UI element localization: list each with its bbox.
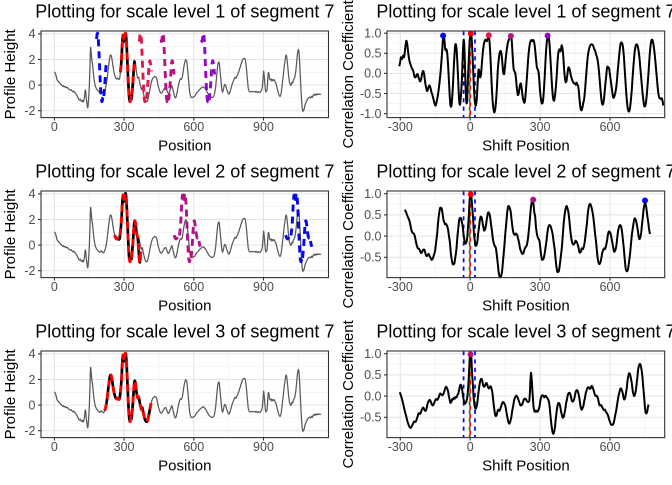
svg-text:Profile Height: Profile Height [2, 28, 19, 119]
svg-text:0.5: 0.5 [364, 47, 381, 61]
svg-text:0.0: 0.0 [364, 67, 381, 81]
svg-text:Position: Position [158, 458, 211, 475]
svg-text:-300: -300 [388, 280, 413, 294]
svg-text:Plotting for scale level 3 of: Plotting for scale level 3 of segment 7 [35, 322, 334, 342]
svg-text:Plotting for scale level 1 of: Plotting for scale level 1 of segment 7 [35, 2, 334, 22]
svg-text:Profile Height: Profile Height [2, 348, 19, 439]
svg-text:Profile Height: Profile Height [2, 188, 19, 279]
svg-text:600: 600 [600, 280, 621, 294]
svg-text:Shift Position: Shift Position [482, 138, 570, 155]
svg-text:Correlation Coefficient: Correlation Coefficient [340, 159, 357, 308]
svg-text:600: 600 [183, 120, 204, 134]
svg-text:0: 0 [29, 398, 36, 412]
svg-text:-300: -300 [388, 120, 413, 134]
svg-text:300: 300 [114, 280, 135, 294]
svg-text:1.0: 1.0 [364, 187, 381, 201]
svg-text:0: 0 [51, 120, 58, 134]
svg-text:0.5: 0.5 [364, 368, 381, 382]
svg-text:-300: -300 [388, 440, 413, 454]
svg-text:2: 2 [29, 53, 36, 67]
svg-text:Shift Position: Shift Position [482, 298, 570, 315]
svg-text:300: 300 [530, 440, 551, 454]
svg-text:900: 900 [253, 280, 274, 294]
svg-text:0: 0 [467, 120, 474, 134]
svg-text:0.5: 0.5 [364, 208, 381, 222]
svg-text:-2: -2 [24, 424, 35, 438]
svg-text:2: 2 [29, 213, 36, 227]
svg-text:900: 900 [253, 440, 274, 454]
svg-text:4: 4 [29, 347, 36, 361]
svg-text:-0.5: -0.5 [360, 87, 382, 101]
svg-text:600: 600 [600, 120, 621, 134]
svg-text:0: 0 [29, 78, 36, 92]
svg-text:0: 0 [29, 238, 36, 252]
svg-text:1.0: 1.0 [364, 27, 381, 41]
svg-text:0.0: 0.0 [364, 389, 381, 403]
svg-text:0.0: 0.0 [364, 229, 381, 243]
svg-text:Correlation Coefficient: Correlation Coefficient [340, 0, 357, 148]
svg-text:-2: -2 [24, 104, 35, 118]
svg-text:1.0: 1.0 [364, 347, 381, 361]
svg-text:300: 300 [114, 120, 135, 134]
svg-text:-1.0: -1.0 [360, 107, 382, 121]
svg-text:300: 300 [530, 120, 551, 134]
svg-text:-0.5: -0.5 [360, 411, 382, 425]
svg-text:Shift Position: Shift Position [482, 458, 570, 475]
svg-text:-2: -2 [24, 264, 35, 278]
svg-text:600: 600 [183, 280, 204, 294]
svg-text:300: 300 [114, 440, 135, 454]
svg-text:0: 0 [467, 440, 474, 454]
svg-text:600: 600 [183, 440, 204, 454]
svg-text:4: 4 [29, 27, 36, 41]
svg-text:Position: Position [158, 138, 211, 155]
svg-text:Plotting for scale level 2 of: Plotting for scale level 2 of segment 7 [35, 162, 334, 182]
svg-text:0: 0 [467, 280, 474, 294]
svg-text:Plotting for scale level 1 of: Plotting for scale level 1 of segment 7 [376, 2, 672, 22]
svg-text:0: 0 [51, 280, 58, 294]
svg-text:Position: Position [158, 298, 211, 315]
svg-text:-0.5: -0.5 [360, 251, 382, 265]
svg-text:Correlation Coefficient: Correlation Coefficient [340, 319, 357, 468]
svg-text:Plotting for scale level 3 of: Plotting for scale level 3 of segment 7 [376, 322, 672, 342]
svg-text:Plotting for scale level 2 of: Plotting for scale level 2 of segment 7 [376, 162, 672, 182]
svg-text:300: 300 [530, 280, 551, 294]
svg-text:2: 2 [29, 373, 36, 387]
svg-text:0: 0 [51, 440, 58, 454]
svg-text:4: 4 [29, 187, 36, 201]
svg-text:600: 600 [600, 440, 621, 454]
svg-text:900: 900 [253, 120, 274, 134]
